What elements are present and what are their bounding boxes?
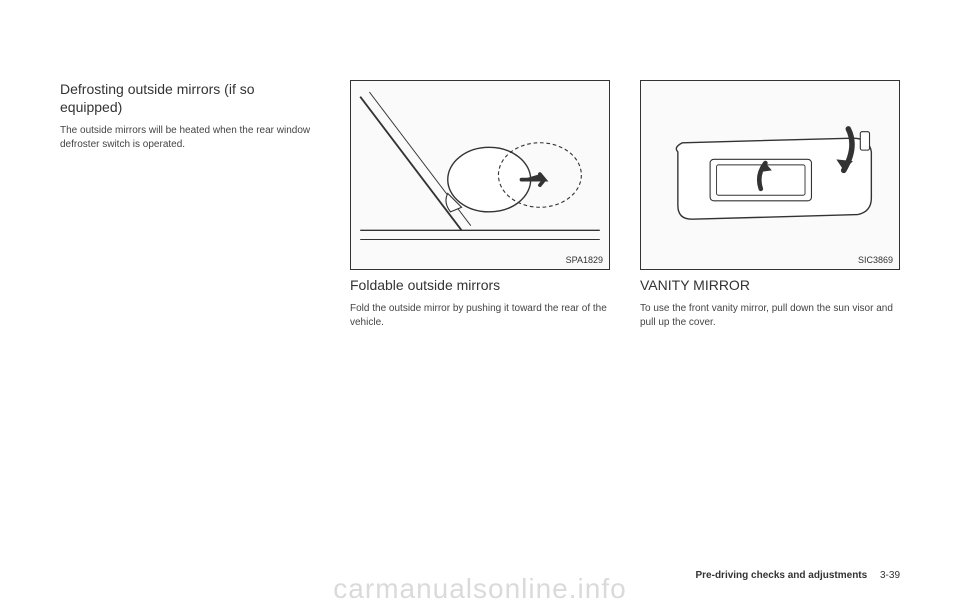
column-1: Defrosting outside mirrors (if so equipp… (60, 80, 320, 330)
body-vanity: To use the front vanity mirror, pull dow… (640, 302, 900, 330)
column-2: SPA1829 Foldable outside mirrors Fold th… (350, 80, 610, 330)
heading-defrosting: Defrosting outside mirrors (if so equipp… (60, 80, 320, 116)
vanity-mirror-illustration (641, 81, 899, 269)
figure-label-sic3869: SIC3869 (858, 255, 893, 265)
body-defrosting: The outside mirrors will be heated when … (60, 124, 320, 152)
page-columns: Defrosting outside mirrors (if so equipp… (60, 80, 900, 330)
page-footer: Pre-driving checks and adjustments 3-39 (695, 570, 900, 581)
heading-vanity: VANITY MIRROR (640, 276, 900, 294)
footer-section: Pre-driving checks and adjustments (695, 570, 867, 581)
column-3: SIC3869 VANITY MIRROR To use the front v… (640, 80, 900, 330)
footer-page-number: 3-39 (880, 570, 900, 581)
body-foldable: Fold the outside mirror by pushing it to… (350, 302, 610, 330)
heading-foldable: Foldable outside mirrors (350, 276, 610, 294)
figure-foldable-mirror: SPA1829 (350, 80, 610, 270)
foldable-mirror-illustration (351, 81, 609, 269)
figure-vanity-mirror: SIC3869 (640, 80, 900, 270)
figure-label-spa1829: SPA1829 (566, 255, 603, 265)
